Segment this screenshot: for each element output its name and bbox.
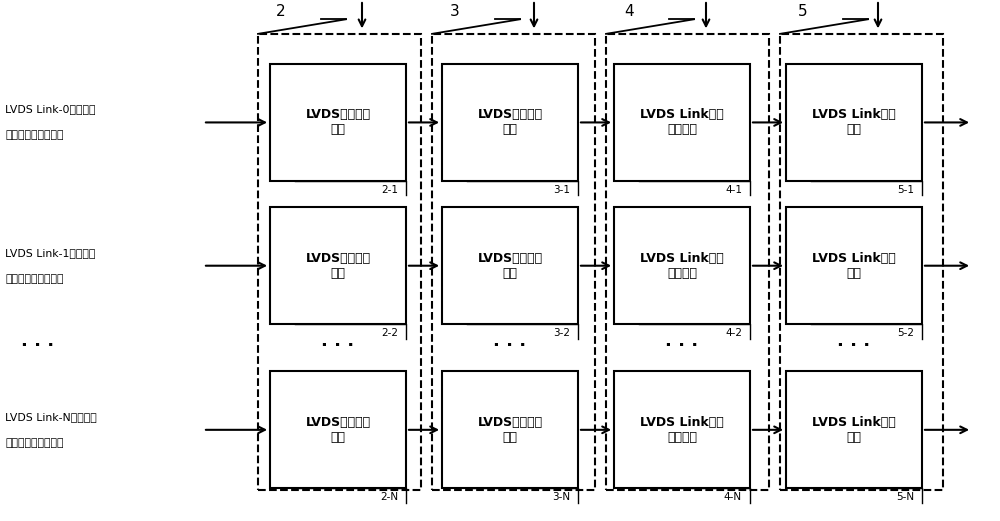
Text: 3-2: 3-2: [553, 328, 570, 338]
Text: LVDS接收匹配
模块: LVDS接收匹配 模块: [305, 108, 371, 137]
Text: 5-N: 5-N: [896, 492, 914, 502]
Bar: [614, 207, 750, 324]
Text: LVDS接收匹配
模块: LVDS接收匹配 模块: [305, 252, 371, 280]
Text: 5-1: 5-1: [897, 185, 914, 195]
Text: LVDS Link-1视频信号: LVDS Link-1视频信号: [5, 247, 95, 258]
Text: 4-N: 4-N: [724, 492, 742, 502]
Bar: [270, 64, 406, 181]
Bar: [442, 207, 578, 324]
Text: （时钟和数据信号）: （时钟和数据信号）: [5, 130, 64, 141]
Text: LVDS Link延时
对齐模块: LVDS Link延时 对齐模块: [640, 252, 724, 280]
Text: LVDS Link-0视频信号: LVDS Link-0视频信号: [5, 104, 96, 115]
Text: 4-2: 4-2: [725, 328, 742, 338]
Text: · · ·: · · ·: [665, 338, 699, 355]
Bar: [786, 207, 922, 324]
Bar: [614, 64, 750, 181]
Bar: [432, 34, 595, 490]
Bar: [442, 371, 578, 488]
Text: 2-1: 2-1: [381, 185, 398, 195]
Text: 3-N: 3-N: [552, 492, 570, 502]
Text: · · ·: · · ·: [321, 338, 355, 355]
Bar: [606, 34, 769, 490]
Bar: [270, 207, 406, 324]
Text: LVDS Link解调
模块: LVDS Link解调 模块: [812, 416, 896, 444]
Text: LVDS Link延时
对齐模块: LVDS Link延时 对齐模块: [640, 108, 724, 137]
Text: LVDS电气重建
模块: LVDS电气重建 模块: [477, 108, 543, 137]
Text: 4-1: 4-1: [725, 185, 742, 195]
Text: 4: 4: [624, 4, 634, 19]
Text: 2-2: 2-2: [381, 328, 398, 338]
Text: LVDS电气重建
模块: LVDS电气重建 模块: [477, 416, 543, 444]
Bar: [442, 64, 578, 181]
Text: 3: 3: [450, 4, 460, 19]
Text: （时钟和数据信号）: （时钟和数据信号）: [5, 274, 64, 284]
Text: LVDS接收匹配
模块: LVDS接收匹配 模块: [305, 416, 371, 444]
Text: LVDS Link解调
模块: LVDS Link解调 模块: [812, 252, 896, 280]
Text: LVDS Link延时
对齐模块: LVDS Link延时 对齐模块: [640, 416, 724, 444]
Text: 5-2: 5-2: [897, 328, 914, 338]
Text: 2-N: 2-N: [380, 492, 398, 502]
Text: · · ·: · · ·: [837, 338, 871, 355]
Text: 5: 5: [798, 4, 808, 19]
Text: LVDS电气重建
模块: LVDS电气重建 模块: [477, 252, 543, 280]
Bar: [270, 371, 406, 488]
Text: · · ·: · · ·: [21, 338, 55, 355]
Bar: [614, 371, 750, 488]
Bar: [786, 64, 922, 181]
Bar: [780, 34, 943, 490]
Text: LVDS Link-N视频信号: LVDS Link-N视频信号: [5, 412, 97, 422]
Bar: [258, 34, 421, 490]
Text: 2: 2: [276, 4, 286, 19]
Bar: [786, 371, 922, 488]
Text: 3-1: 3-1: [553, 185, 570, 195]
Text: LVDS Link解调
模块: LVDS Link解调 模块: [812, 108, 896, 137]
Text: （时钟和数据信号）: （时钟和数据信号）: [5, 438, 64, 448]
Text: · · ·: · · ·: [493, 338, 527, 355]
